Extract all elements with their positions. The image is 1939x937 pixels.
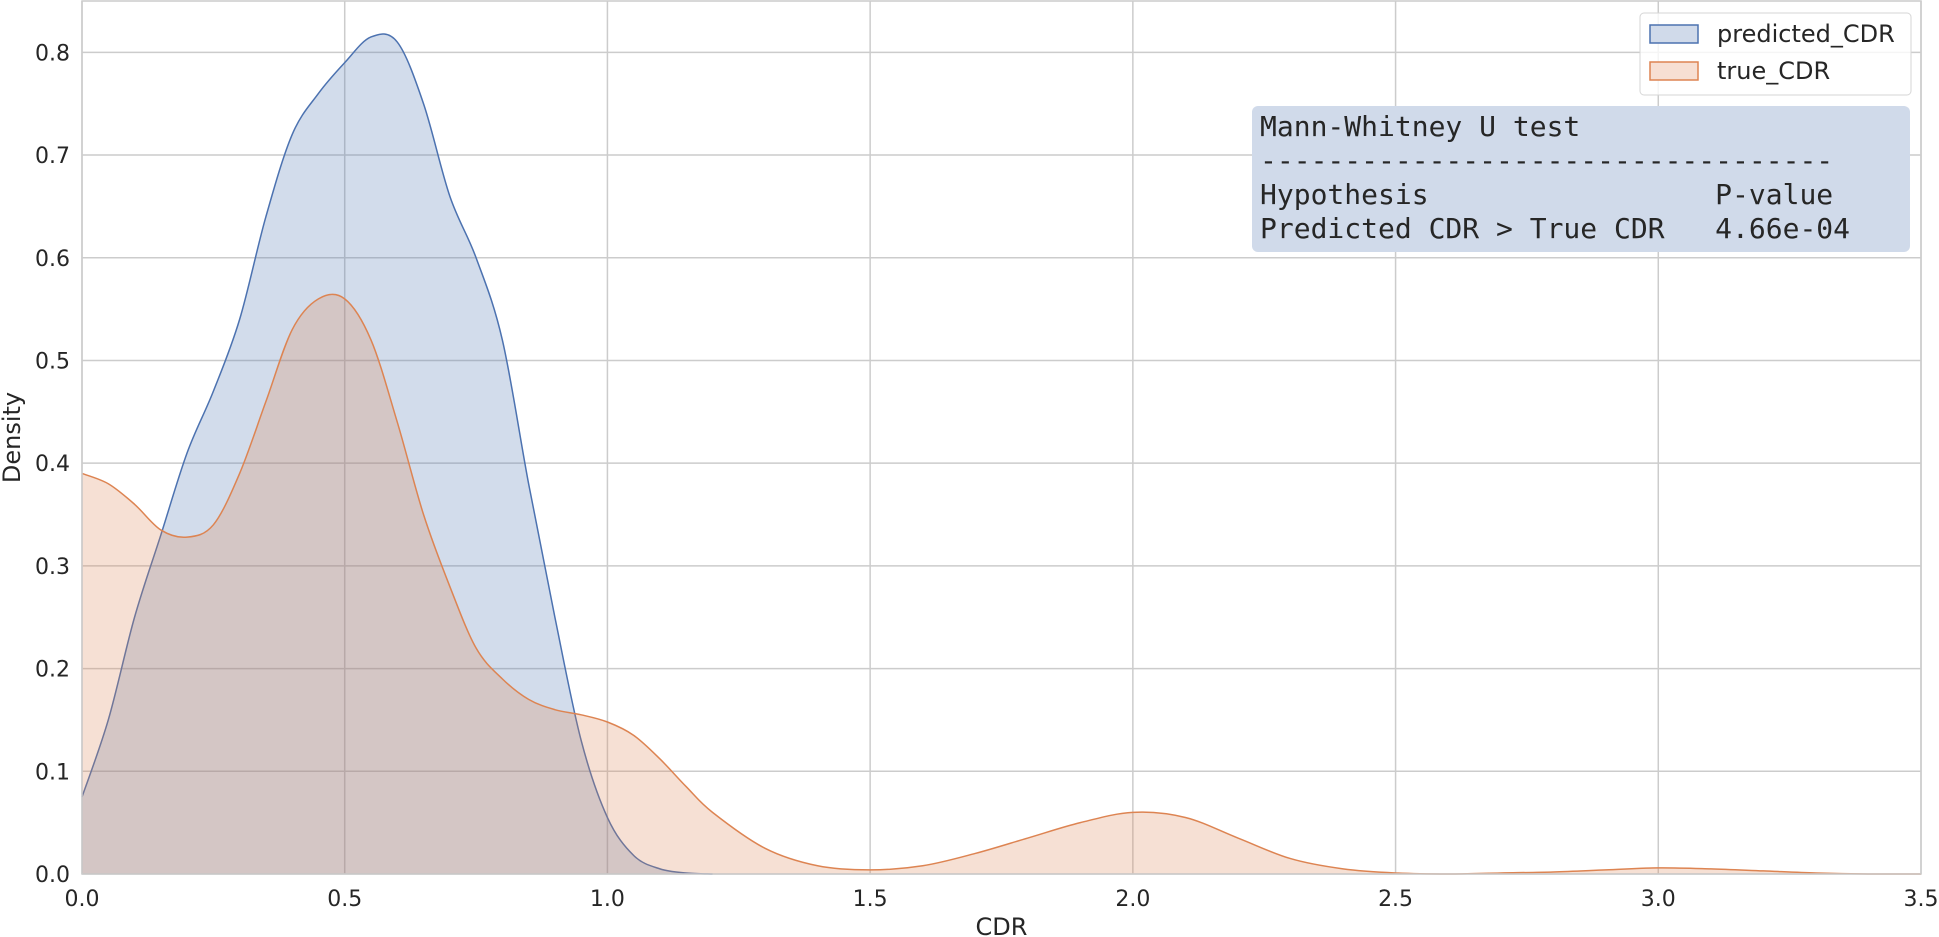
y-tick-label: 0.1 xyxy=(35,760,70,785)
density-areas xyxy=(81,33,1921,875)
y-tick-label: 0.7 xyxy=(35,144,70,169)
y-tick-label: 0.8 xyxy=(35,41,70,66)
legend-label-true: true_CDR xyxy=(1717,57,1830,85)
y-tick-labels: 0.0 0.1 0.2 0.3 0.4 0.5 0.6 0.7 0.8 xyxy=(35,41,70,888)
legend-box xyxy=(1639,12,1912,96)
x-tick-label: 3.5 xyxy=(1904,887,1939,912)
x-tick-label: 3.0 xyxy=(1641,887,1676,912)
stats-divider: ---------------------------------- xyxy=(1260,144,1833,177)
y-tick-label: 0.6 xyxy=(35,247,70,272)
true-cdr-line xyxy=(81,293,1921,875)
stats-title: Mann-Whitney U test xyxy=(1260,110,1580,143)
legend-label-predicted: predicted_CDR xyxy=(1717,20,1895,48)
y-tick-label: 0.2 xyxy=(35,658,70,683)
legend-swatch-true xyxy=(1649,61,1699,81)
stats-annotation: Mann-Whitney U test --------------------… xyxy=(1252,106,1910,252)
x-tick-label: 2.0 xyxy=(1115,887,1150,912)
x-tick-labels: 0.0 0.5 1.0 1.5 2.0 2.5 3.0 3.5 xyxy=(65,887,1939,912)
predicted-cdr-area xyxy=(82,34,713,875)
x-tick-label: 2.5 xyxy=(1378,887,1413,912)
legend: predicted_CDR true_CDR xyxy=(1639,12,1912,96)
y-tick-label: 0.4 xyxy=(35,452,70,477)
legend-swatch-predicted xyxy=(1649,24,1699,44)
x-tick-label: 0.0 xyxy=(65,887,100,912)
y-tick-label: 0.5 xyxy=(35,349,70,374)
x-tick-label: 0.5 xyxy=(327,887,362,912)
stats-header-row: Hypothesis P-value xyxy=(1260,178,1833,211)
plot-frame xyxy=(81,0,1922,875)
y-tick-label: 0.3 xyxy=(35,555,70,580)
x-axis-label: CDR xyxy=(976,913,1028,937)
stats-result-row: Predicted CDR > True CDR 4.66e-04 xyxy=(1260,212,1850,245)
predicted-cdr-line xyxy=(81,33,713,875)
y-axis-label: Density xyxy=(0,392,26,483)
x-tick-label: 1.0 xyxy=(590,887,625,912)
y-tick-label: 0.0 xyxy=(35,863,70,888)
stats-box xyxy=(1252,106,1910,252)
x-tick-label: 1.5 xyxy=(853,887,888,912)
true-cdr-area xyxy=(82,294,1921,874)
